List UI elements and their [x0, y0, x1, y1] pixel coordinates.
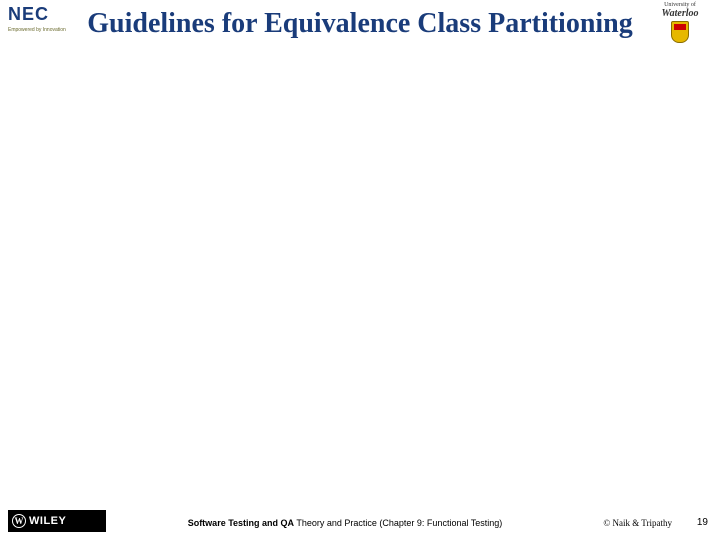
footer-copyright: © Naik & Tripathy: [603, 518, 672, 528]
wiley-logo: W WILEY: [8, 510, 106, 532]
footer-book-title: Software Testing and QA: [188, 518, 294, 528]
wiley-symbol-icon: W: [12, 514, 26, 528]
footer-chapter: Theory and Practice (Chapter 9: Function…: [294, 518, 502, 528]
footer-book-info: Software Testing and QA Theory and Pract…: [130, 518, 560, 528]
footer-page-number: 19: [697, 517, 708, 528]
wiley-logo-text: WILEY: [29, 515, 66, 527]
footer: W WILEY Software Testing and QA Theory a…: [0, 504, 720, 534]
page-title: Guidelines for Equivalence Class Partiti…: [0, 8, 720, 40]
